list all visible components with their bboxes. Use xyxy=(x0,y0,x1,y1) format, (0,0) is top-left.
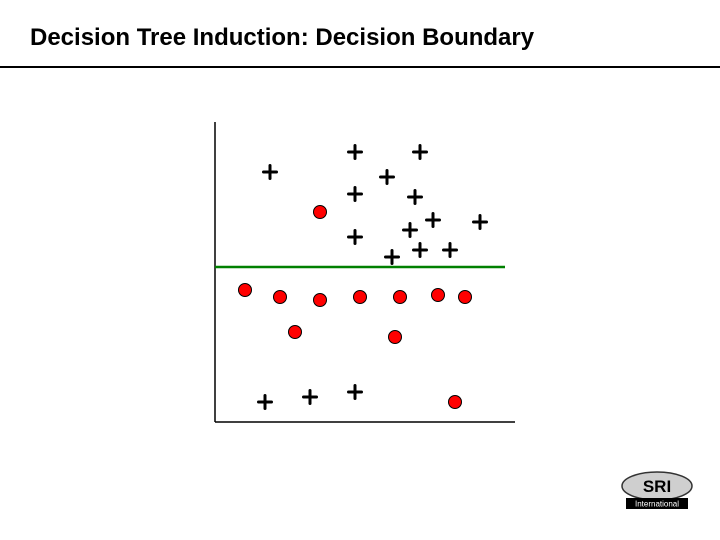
red-marker xyxy=(449,396,462,409)
plus-marker xyxy=(304,391,317,404)
plus-marker xyxy=(349,231,362,244)
red-marker xyxy=(314,206,327,219)
red-marker xyxy=(394,291,407,304)
red-marker xyxy=(432,289,445,302)
plus-marker xyxy=(349,386,362,399)
red-marker xyxy=(354,291,367,304)
plus-marker xyxy=(414,146,427,159)
plus-marker xyxy=(414,244,427,257)
page-title: Decision Tree Induction: Decision Bounda… xyxy=(30,24,534,52)
plus-marker xyxy=(381,171,394,184)
plus-marker xyxy=(427,214,440,227)
red-marker xyxy=(314,294,327,307)
plus-marker xyxy=(409,191,422,204)
red-marker xyxy=(389,331,402,344)
red-marker xyxy=(239,284,252,297)
plus-marker xyxy=(264,166,277,179)
logo-intl-text: International xyxy=(635,500,679,509)
plus-marker xyxy=(349,188,362,201)
logo-sri-text: SRI xyxy=(643,477,671,496)
sri-logo: SRI International xyxy=(620,470,694,514)
plus-marker xyxy=(386,251,399,264)
red-marker xyxy=(459,291,472,304)
scatter-plot xyxy=(205,122,525,432)
slide: Decision Tree Induction: Decision Bounda… xyxy=(0,0,720,540)
red-marker xyxy=(289,326,302,339)
plus-marker xyxy=(444,244,457,257)
plus-marker xyxy=(349,146,362,159)
plus-marker xyxy=(474,216,487,229)
red-marker xyxy=(274,291,287,304)
title-underline xyxy=(0,66,720,68)
plus-marker xyxy=(259,396,272,409)
plus-marker xyxy=(404,224,417,237)
